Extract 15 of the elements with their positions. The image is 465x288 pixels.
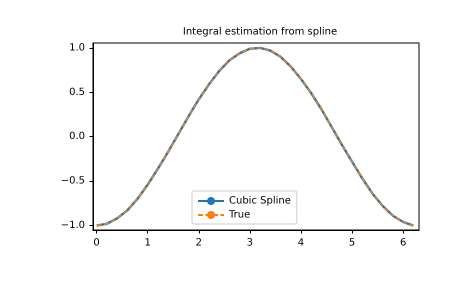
chart-title: Integral estimation from spline [182,26,338,38]
legend-label: True [228,210,250,220]
x-tick-label: 4 [298,238,304,248]
x-tick-label: 6 [400,238,406,248]
y-tick-label: −1.0 [60,220,85,232]
legend-label: Cubic Spline [229,196,291,206]
x-tick-label: 0 [93,238,100,248]
x-tick-label: 5 [348,238,356,248]
y-tick-label: 1.0 [69,42,85,54]
y-tick-label: 0.5 [69,86,85,98]
x-tick-label: 1 [144,238,151,248]
x-tick-label: 3 [246,238,254,248]
x-tick-label: 2 [196,238,202,248]
y-tick-label: 0.0 [69,131,85,142]
y-tick-label: −0.5 [60,176,85,187]
